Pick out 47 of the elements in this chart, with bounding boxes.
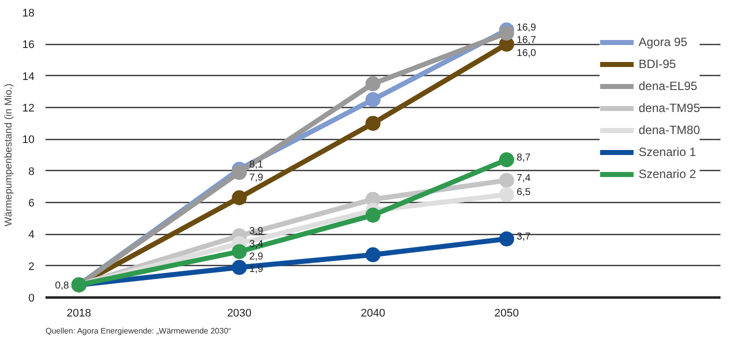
y-tick-label: 14 <box>22 70 35 83</box>
point <box>499 26 514 41</box>
data-label: 16,7 <box>516 35 537 46</box>
y-tick-label: 18 <box>22 8 35 20</box>
legend-label: dena-TM95 <box>638 101 700 115</box>
point <box>365 208 380 223</box>
point <box>232 190 247 206</box>
legend-label: BDI-95 <box>638 57 676 71</box>
point <box>365 247 380 262</box>
point <box>232 244 247 260</box>
legend-label: Szenario 1 <box>638 145 696 159</box>
data-label: 0,8 <box>55 280 70 292</box>
x-tick-label: 2018 <box>66 308 92 320</box>
data-label: 16,9 <box>516 22 537 34</box>
x-tick-label: 2030 <box>227 308 252 320</box>
data-label: 8,7 <box>516 152 531 164</box>
point <box>232 164 247 180</box>
x-tick-label: 2040 <box>360 308 386 320</box>
data-label: 16,0 <box>516 48 537 59</box>
x-tick-label: 2050 <box>494 308 519 320</box>
data-label: 2,9 <box>249 252 264 263</box>
y-tick-label: 6 <box>28 198 35 210</box>
point <box>499 231 514 246</box>
point <box>365 116 380 131</box>
y-tick-label: 4 <box>28 229 35 242</box>
y-tick-label: 2 <box>28 260 35 273</box>
point <box>365 76 380 92</box>
y-tick-label: 10 <box>22 134 35 146</box>
point <box>365 92 380 108</box>
data-label: 8,1 <box>249 160 264 171</box>
y-tick-label: 8 <box>28 166 35 178</box>
data-label: 6,5 <box>516 187 531 198</box>
point <box>232 260 247 275</box>
legend-label: Agora 95 <box>638 35 688 49</box>
point <box>499 172 514 188</box>
y-tick-label: 12 <box>22 102 35 114</box>
legend-label: dena-EL95 <box>638 79 698 93</box>
legend-label: Szenario 2 <box>638 167 696 181</box>
point <box>499 187 514 202</box>
point <box>499 152 514 168</box>
data-label: 7,9 <box>249 172 264 184</box>
y-tick-label: 16 <box>22 39 35 52</box>
y-tick-label: 0 <box>28 292 35 304</box>
y-axis-title: Wärmepumpenbestand (in Mio.) <box>3 84 14 226</box>
source-note: Quellen: Agora Energiewende: „Wärmewende 2030“ <box>46 326 232 336</box>
legend-label: dena-TM80 <box>638 123 700 137</box>
data-label: 7,4 <box>516 172 531 184</box>
